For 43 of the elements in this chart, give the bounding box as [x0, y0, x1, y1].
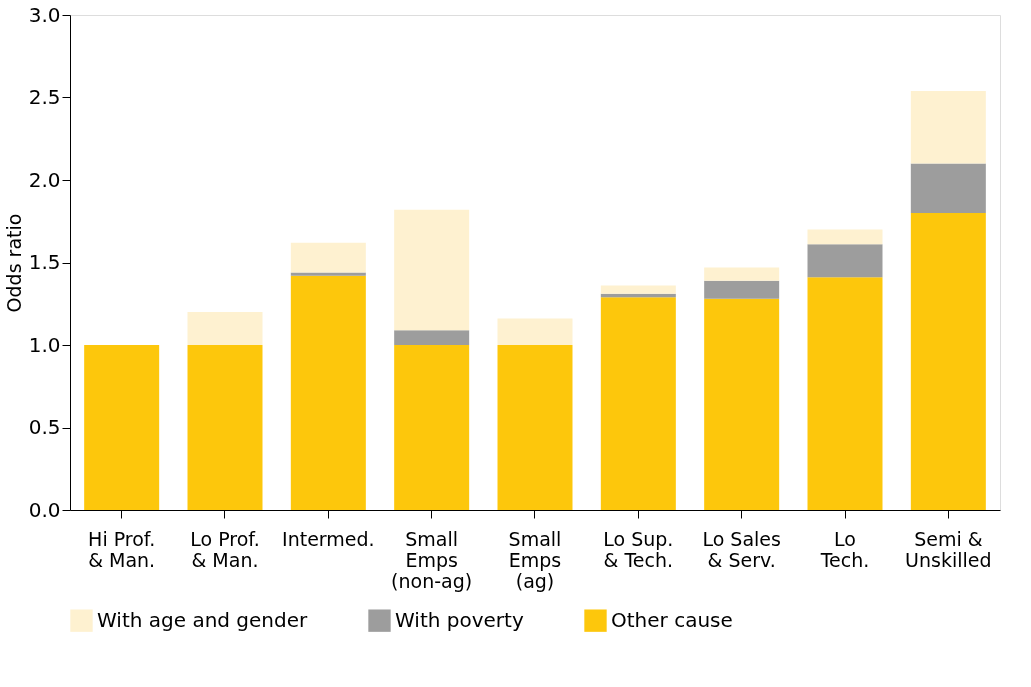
y-tick-label: 0.0	[28, 497, 61, 522]
bar	[290, 272, 366, 276]
bar	[84, 345, 160, 510]
y-tick-label: 1.5	[28, 250, 61, 274]
x-tick-label: Small Emps (non-ag)	[391, 527, 473, 592]
bar	[807, 277, 883, 510]
bar	[187, 345, 263, 510]
x-tick-label: Lo Sup. & Tech.	[603, 527, 674, 571]
x-tick-label: Semi & Unskilled	[905, 527, 992, 571]
x-tick-label: Intermed.	[282, 527, 375, 550]
y-tick-label: 1.0	[28, 332, 61, 357]
bar	[704, 298, 780, 510]
y-axis-title: Odds ratio	[2, 213, 25, 313]
bar	[704, 267, 780, 281]
bar	[600, 285, 676, 294]
legend-label: Other cause	[611, 607, 733, 632]
bar	[600, 297, 676, 510]
bar	[394, 209, 470, 331]
bar	[910, 90, 986, 164]
x-tick-label: Lo Prof. & Man.	[190, 527, 260, 571]
bar	[910, 163, 986, 213]
x-tick-label: Lo Sales & Serv.	[702, 527, 781, 571]
bar	[290, 242, 366, 273]
x-tick-label: Hi Prof. & Man.	[88, 527, 156, 571]
bar	[394, 345, 470, 510]
y-tick-label: 3.0	[28, 2, 61, 27]
bar	[394, 330, 470, 345]
bar	[187, 312, 263, 345]
x-tick-label: Lo Tech.	[819, 527, 870, 571]
y-tick-label: 2.5	[28, 85, 61, 109]
bar	[600, 293, 676, 298]
legend-label: With poverty	[395, 607, 524, 632]
bar	[497, 345, 573, 510]
bar	[704, 280, 780, 299]
x-tick-label: Small Emps (ag)	[508, 527, 562, 592]
bar	[910, 213, 986, 510]
bar	[290, 275, 366, 510]
legend-label: With age and gender	[97, 607, 309, 632]
bar	[497, 318, 573, 345]
y-tick-label: 2.0	[28, 167, 61, 192]
bar	[807, 244, 883, 278]
y-tick-label: 0.5	[28, 415, 61, 439]
bar	[807, 229, 883, 245]
